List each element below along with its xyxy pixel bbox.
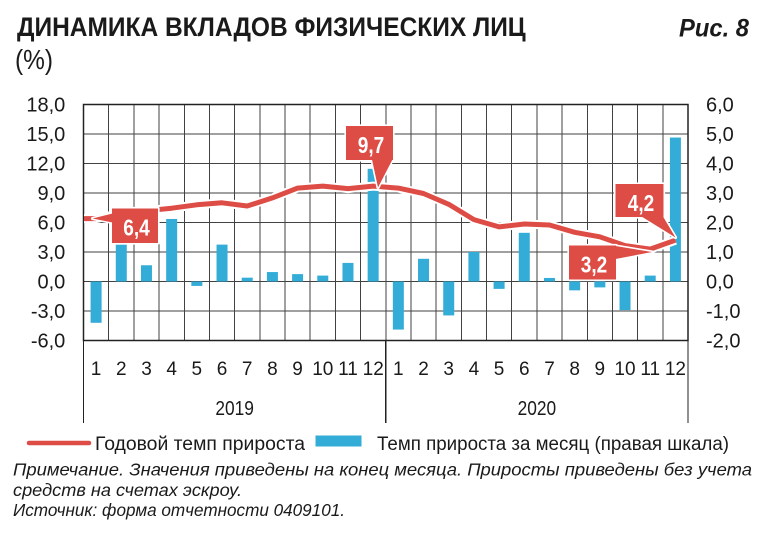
svg-text:12: 12 <box>363 359 384 380</box>
svg-text:4: 4 <box>166 359 177 380</box>
svg-text:2: 2 <box>418 359 429 380</box>
svg-text:2019: 2019 <box>215 398 254 420</box>
svg-text:6,4: 6,4 <box>123 215 150 241</box>
svg-text:5: 5 <box>494 359 505 380</box>
svg-text:9,7: 9,7 <box>358 132 385 158</box>
svg-text:8: 8 <box>569 359 580 380</box>
svg-text:(%): (%) <box>15 44 53 75</box>
svg-text:7: 7 <box>544 359 555 380</box>
svg-text:11: 11 <box>338 359 358 380</box>
svg-text:7: 7 <box>242 359 253 380</box>
svg-text:10: 10 <box>614 359 635 380</box>
svg-text:3,2: 3,2 <box>581 252 608 278</box>
svg-text:0,0: 0,0 <box>37 272 65 294</box>
svg-text:1: 1 <box>91 359 102 380</box>
svg-text:10: 10 <box>312 359 333 380</box>
svg-text:18,0: 18,0 <box>26 95 65 117</box>
svg-text:1: 1 <box>393 359 404 380</box>
svg-text:15,0: 15,0 <box>26 124 65 146</box>
svg-text:средств на счетах эскроу.: средств на счетах эскроу. <box>13 480 242 500</box>
svg-text:-6,0: -6,0 <box>31 331 65 353</box>
svg-text:Источник: форма отчетности 040: Источник: форма отчетности 0409101. <box>13 500 345 520</box>
svg-text:-1,0: -1,0 <box>706 301 740 323</box>
svg-text:8: 8 <box>267 359 278 380</box>
svg-text:9: 9 <box>595 359 606 380</box>
svg-text:-2,0: -2,0 <box>706 331 740 353</box>
svg-text:4,2: 4,2 <box>628 190 655 216</box>
svg-text:12,0: 12,0 <box>26 154 65 176</box>
svg-text:9,0: 9,0 <box>37 183 65 205</box>
svg-text:6: 6 <box>519 359 530 380</box>
svg-text:11: 11 <box>640 359 660 380</box>
svg-text:3,0: 3,0 <box>37 242 65 264</box>
svg-text:6: 6 <box>217 359 228 380</box>
svg-text:2020: 2020 <box>518 398 557 420</box>
svg-text:9: 9 <box>292 359 303 380</box>
svg-text:3,0: 3,0 <box>706 183 734 205</box>
svg-text:3: 3 <box>141 359 152 380</box>
svg-text:4,0: 4,0 <box>706 154 734 176</box>
svg-text:2: 2 <box>116 359 127 380</box>
svg-text:12: 12 <box>665 359 686 380</box>
svg-text:Темп прироста за месяц (правая: Темп прироста за месяц (правая шкала) <box>377 434 729 455</box>
svg-text:5: 5 <box>192 359 203 380</box>
svg-text:5,0: 5,0 <box>706 124 734 146</box>
svg-text:-3,0: -3,0 <box>31 301 65 323</box>
svg-text:1,0: 1,0 <box>706 242 734 264</box>
svg-text:ДИНАМИКА ВКЛАДОВ ФИЗИЧЕСКИХ ЛИ: ДИНАМИКА ВКЛАДОВ ФИЗИЧЕСКИХ ЛИЦ <box>17 13 526 42</box>
svg-text:0,0: 0,0 <box>706 272 734 294</box>
svg-text:6,0: 6,0 <box>37 213 65 235</box>
svg-text:Примечание. Значения приведены: Примечание. Значения приведены на конец … <box>13 460 752 480</box>
svg-text:Рис. 8: Рис. 8 <box>679 15 749 43</box>
svg-text:2,0: 2,0 <box>706 213 734 235</box>
svg-text:Годовой темп прироста: Годовой темп прироста <box>95 434 305 455</box>
svg-text:4: 4 <box>469 359 480 380</box>
svg-text:6,0: 6,0 <box>706 95 734 117</box>
svg-text:3: 3 <box>443 359 454 380</box>
